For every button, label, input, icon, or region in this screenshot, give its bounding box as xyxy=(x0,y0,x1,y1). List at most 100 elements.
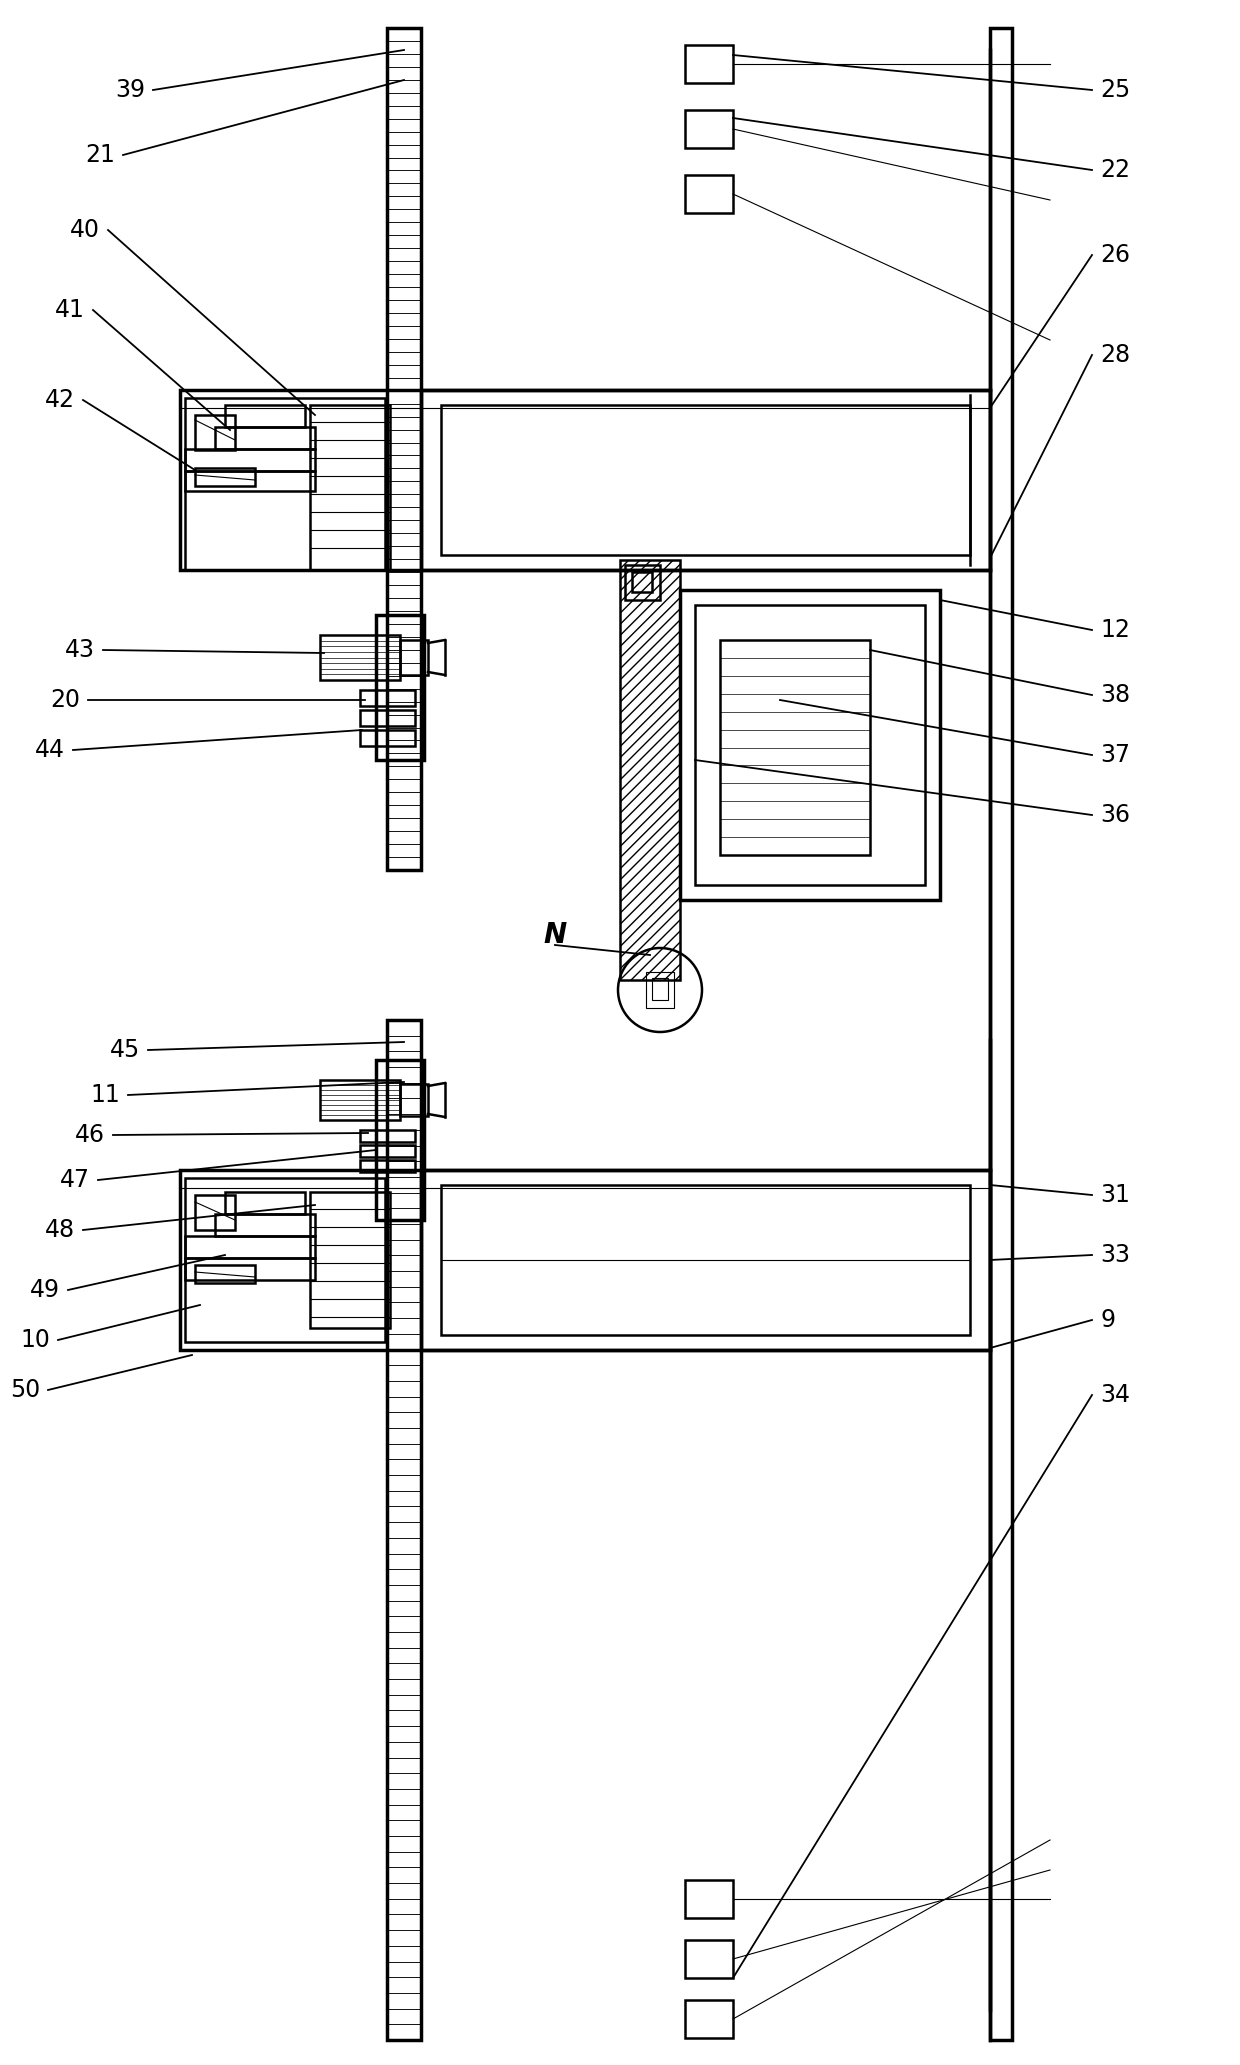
Bar xyxy=(387,1115,422,1130)
Text: 40: 40 xyxy=(69,219,100,242)
Bar xyxy=(387,1208,422,1225)
Bar xyxy=(625,566,660,601)
Bar xyxy=(387,1788,422,1805)
Bar xyxy=(632,572,652,593)
Bar xyxy=(387,314,422,326)
Bar xyxy=(387,1491,422,1507)
Text: 12: 12 xyxy=(1100,617,1130,642)
Bar xyxy=(387,366,422,378)
Text: N: N xyxy=(543,921,567,950)
Bar xyxy=(441,1185,970,1334)
Bar xyxy=(652,979,668,999)
Bar xyxy=(684,109,733,149)
Text: 26: 26 xyxy=(1100,244,1130,266)
Bar xyxy=(387,2024,422,2040)
Bar xyxy=(387,1631,422,1648)
Bar xyxy=(387,196,422,209)
Bar xyxy=(387,132,422,145)
Bar xyxy=(387,248,422,260)
Text: 25: 25 xyxy=(1100,78,1130,101)
Bar xyxy=(195,415,236,450)
Bar xyxy=(387,29,422,869)
Bar xyxy=(694,605,925,886)
Bar xyxy=(620,560,680,981)
Bar xyxy=(387,1617,422,1631)
Text: 9: 9 xyxy=(1100,1307,1115,1332)
Bar xyxy=(180,390,990,570)
Bar xyxy=(387,1931,422,1945)
Bar xyxy=(387,1648,422,1664)
Bar xyxy=(387,1507,422,1522)
Bar xyxy=(387,675,422,688)
Bar xyxy=(360,690,415,706)
Bar xyxy=(387,1286,422,1303)
Bar xyxy=(387,1805,422,1821)
Bar xyxy=(387,1130,422,1146)
Bar xyxy=(387,1710,422,1726)
Bar xyxy=(387,1161,422,1177)
Bar xyxy=(387,66,422,81)
Bar xyxy=(387,1334,422,1351)
Bar xyxy=(387,1351,422,1365)
Bar xyxy=(185,1258,315,1280)
Bar xyxy=(387,1317,422,1334)
Text: 47: 47 xyxy=(60,1169,91,1192)
Bar xyxy=(387,1177,422,1194)
Bar xyxy=(387,599,422,611)
Bar xyxy=(360,710,415,727)
Bar xyxy=(387,857,422,869)
Bar xyxy=(387,1239,422,1256)
Bar xyxy=(195,1266,255,1282)
Bar xyxy=(387,845,422,857)
Bar xyxy=(387,663,422,675)
Bar xyxy=(441,405,970,555)
Bar xyxy=(387,351,422,366)
Bar xyxy=(387,818,422,830)
Bar xyxy=(684,45,733,83)
Bar xyxy=(387,275,422,287)
Bar xyxy=(310,1192,391,1328)
Bar xyxy=(387,714,422,727)
Bar xyxy=(387,235,422,248)
Bar xyxy=(387,1082,422,1099)
Bar xyxy=(387,1914,422,1931)
Bar xyxy=(387,1460,422,1474)
Bar xyxy=(387,636,422,650)
Text: 46: 46 xyxy=(74,1123,105,1146)
Text: 49: 49 xyxy=(30,1278,60,1303)
Bar xyxy=(387,1664,422,1679)
Bar xyxy=(387,1945,422,1962)
Bar xyxy=(990,29,1012,2040)
Bar xyxy=(387,1396,422,1412)
Text: 42: 42 xyxy=(45,388,74,413)
Bar xyxy=(387,793,422,805)
Bar xyxy=(387,2009,422,2024)
Bar xyxy=(387,1553,422,1569)
Text: 20: 20 xyxy=(50,688,81,712)
Text: 31: 31 xyxy=(1100,1183,1130,1208)
Bar xyxy=(387,1900,422,1914)
Bar xyxy=(185,399,384,570)
Text: 10: 10 xyxy=(20,1328,50,1353)
Bar xyxy=(387,469,422,481)
Bar xyxy=(387,378,422,390)
Bar xyxy=(387,1256,422,1272)
Bar xyxy=(387,1883,422,1900)
Bar xyxy=(360,1144,415,1156)
Text: 39: 39 xyxy=(115,78,145,101)
Bar xyxy=(401,640,428,675)
Bar xyxy=(387,1225,422,1239)
Bar xyxy=(387,1412,422,1429)
Bar xyxy=(215,427,315,448)
Bar xyxy=(387,1993,422,2009)
Bar xyxy=(387,805,422,818)
Bar xyxy=(646,973,675,1008)
Text: 44: 44 xyxy=(35,737,64,762)
Bar xyxy=(360,1130,415,1142)
Bar xyxy=(387,572,422,584)
Bar xyxy=(195,1196,236,1231)
Bar xyxy=(387,1522,422,1538)
Bar xyxy=(387,1852,422,1867)
Bar xyxy=(387,533,422,545)
Bar xyxy=(387,741,422,754)
